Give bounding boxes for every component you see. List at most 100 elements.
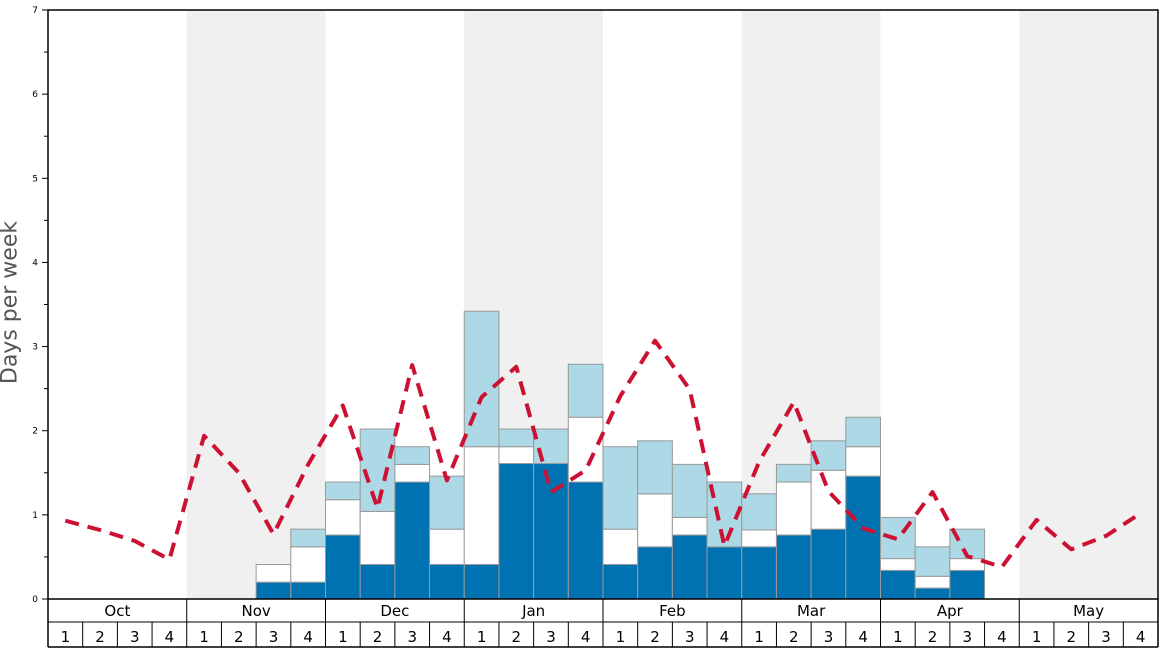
week-label: 2 <box>1067 628 1077 646</box>
bar-segment <box>637 493 673 548</box>
bar-segment <box>429 564 465 600</box>
bar-segment <box>429 475 465 530</box>
week-label: 3 <box>130 628 140 646</box>
week-label: 1 <box>754 628 764 646</box>
y-tick-label: 5 <box>32 174 38 184</box>
bar-segment <box>255 564 292 583</box>
week-label: 3 <box>407 628 417 646</box>
bar-segment <box>671 516 708 536</box>
week-label: 1 <box>61 628 71 646</box>
bar-segment <box>949 558 986 571</box>
week-label: 3 <box>685 628 695 646</box>
month-label: May <box>1073 602 1104 620</box>
week-label: 4 <box>165 628 175 646</box>
y-tick-label: 0 <box>32 595 38 605</box>
bar-segment <box>359 564 396 600</box>
bar-segment <box>290 546 326 583</box>
month-label: Dec <box>380 602 409 620</box>
bar-segment <box>463 310 500 448</box>
month-label: Mar <box>797 602 826 620</box>
y-tick-label: 1 <box>32 511 38 521</box>
week-label: 2 <box>95 628 105 646</box>
bar-segment <box>810 469 847 530</box>
bar-segment <box>741 546 777 600</box>
week-label: 3 <box>1101 628 1111 646</box>
bar-segment <box>325 534 361 600</box>
trend-line <box>64 338 1142 569</box>
week-label: 1 <box>477 628 487 646</box>
week-label: 2 <box>373 628 383 646</box>
month-band-may <box>1019 10 1158 599</box>
bar-segment <box>810 528 847 600</box>
bar-segment <box>602 446 639 530</box>
bar-segment <box>325 499 361 536</box>
week-label: 4 <box>720 628 730 646</box>
week-label: 2 <box>512 628 522 646</box>
bar-segment <box>394 446 431 465</box>
week-label: 2 <box>928 628 938 646</box>
bar-segment <box>533 463 569 600</box>
y-tick-label: 4 <box>32 258 38 268</box>
bar-segment <box>463 564 500 600</box>
month-label: Jan <box>521 602 545 620</box>
bar-segment <box>706 546 743 600</box>
bar-segment <box>602 528 639 566</box>
month-label: Oct <box>104 602 130 620</box>
week-label: 1 <box>893 628 903 646</box>
bar-segment <box>498 428 535 448</box>
bar-segment <box>671 463 708 518</box>
y-tick-label: 3 <box>32 343 38 353</box>
week-label: 4 <box>442 628 452 646</box>
month-label: Nov <box>241 602 270 620</box>
week-label: 2 <box>789 628 799 646</box>
bar-segment <box>949 569 986 600</box>
bar-segment <box>463 446 500 566</box>
bar-segment <box>637 546 673 600</box>
bar-segment <box>775 481 812 536</box>
bar-segment <box>359 510 396 566</box>
y-axis-label: Days per week <box>0 220 23 385</box>
bar-segment <box>602 564 639 600</box>
bar-segment <box>914 546 951 577</box>
bar-segment <box>845 475 881 600</box>
bar-segment <box>741 493 777 531</box>
week-label: 4 <box>303 628 313 646</box>
week-label: 1 <box>616 628 626 646</box>
bar-segment <box>394 463 431 483</box>
week-label: 3 <box>269 628 279 646</box>
y-tick-label: 7 <box>32 6 38 16</box>
month-label: Apr <box>937 602 964 620</box>
week-label: 1 <box>199 628 209 646</box>
y-tick-label: 2 <box>32 427 38 437</box>
bar-segment <box>290 581 326 600</box>
bar-segment <box>290 528 326 548</box>
bar-segment <box>880 569 916 600</box>
bar-segment <box>741 529 777 548</box>
bar-segment <box>498 463 535 600</box>
bar-segment <box>255 581 292 600</box>
week-label: 4 <box>581 628 591 646</box>
week-label: 3 <box>824 628 834 646</box>
bar-segment <box>567 363 604 418</box>
bar-segment <box>498 446 535 465</box>
bar-segment <box>429 528 465 566</box>
bar-segment <box>775 534 812 600</box>
week-label: 2 <box>650 628 660 646</box>
week-label: 4 <box>858 628 868 646</box>
bar-segment <box>914 575 951 589</box>
bar-segment <box>775 463 812 483</box>
bar-segment <box>394 481 431 600</box>
bar-segment <box>671 534 708 600</box>
month-label: Feb <box>659 602 686 620</box>
week-label: 4 <box>1136 628 1146 646</box>
week-label: 4 <box>997 628 1007 646</box>
bar-segment <box>567 416 604 483</box>
bar-segment <box>567 481 604 600</box>
bar-segment <box>845 416 881 448</box>
week-label: 1 <box>338 628 348 646</box>
week-label: 3 <box>546 628 556 646</box>
week-label: 3 <box>962 628 972 646</box>
bar-segment <box>845 446 881 477</box>
